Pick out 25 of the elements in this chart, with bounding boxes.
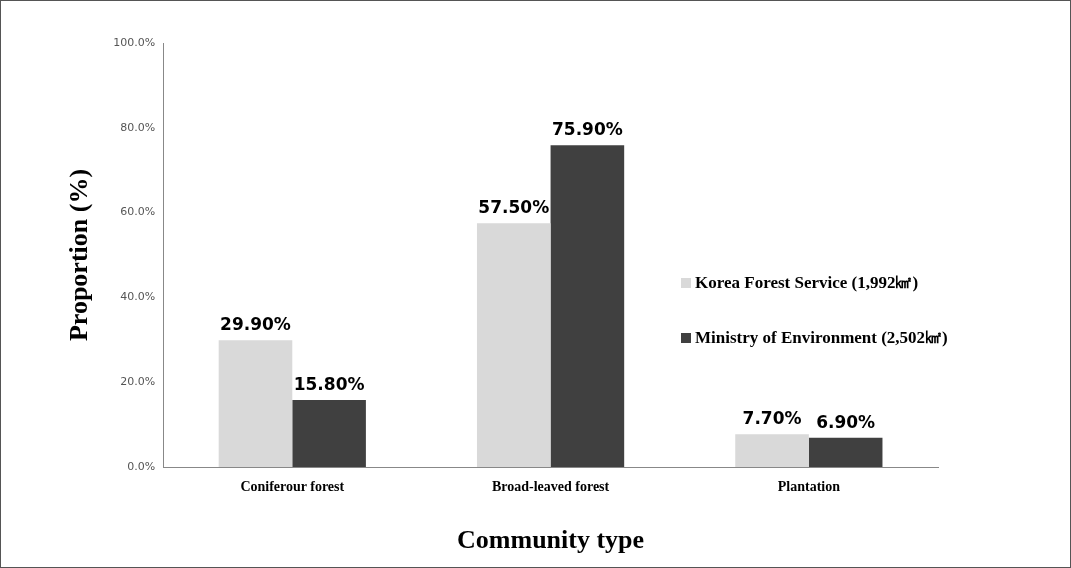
y-axis-title: Proportion (%)	[64, 168, 94, 342]
bar	[292, 400, 366, 467]
y-tick-label: 40.0%	[120, 290, 156, 304]
bar	[218, 340, 293, 467]
x-tick-label: Plantation	[777, 479, 841, 495]
data-label: 57.50%	[478, 197, 550, 218]
legend-label: Ministry of Environment (2,502㎢)	[695, 327, 948, 349]
data-label: 29.90%	[220, 314, 291, 335]
y-tick-label: 80.0%	[120, 120, 156, 134]
x-tick-label: Broad-leaved forest	[491, 479, 610, 495]
bar	[735, 434, 809, 467]
data-label: 7.70%	[742, 408, 802, 429]
bar	[550, 145, 625, 467]
y-tick-label: 60.0%	[120, 205, 156, 219]
bar	[476, 223, 551, 467]
legend-label: Korea Forest Service (1,992㎢)	[695, 272, 919, 294]
x-axis-title: Community type	[457, 525, 645, 555]
y-tick-label: 100.0%	[113, 35, 156, 49]
data-label: 15.80%	[293, 373, 365, 394]
y-tick-label: 0.0%	[127, 459, 156, 473]
data-label: 6.90%	[816, 411, 876, 432]
x-tick-label: Coniferour forest	[240, 479, 345, 495]
data-label: 75.90%	[551, 119, 623, 140]
bar	[808, 437, 883, 467]
y-tick-label: 20.0%	[120, 375, 156, 389]
